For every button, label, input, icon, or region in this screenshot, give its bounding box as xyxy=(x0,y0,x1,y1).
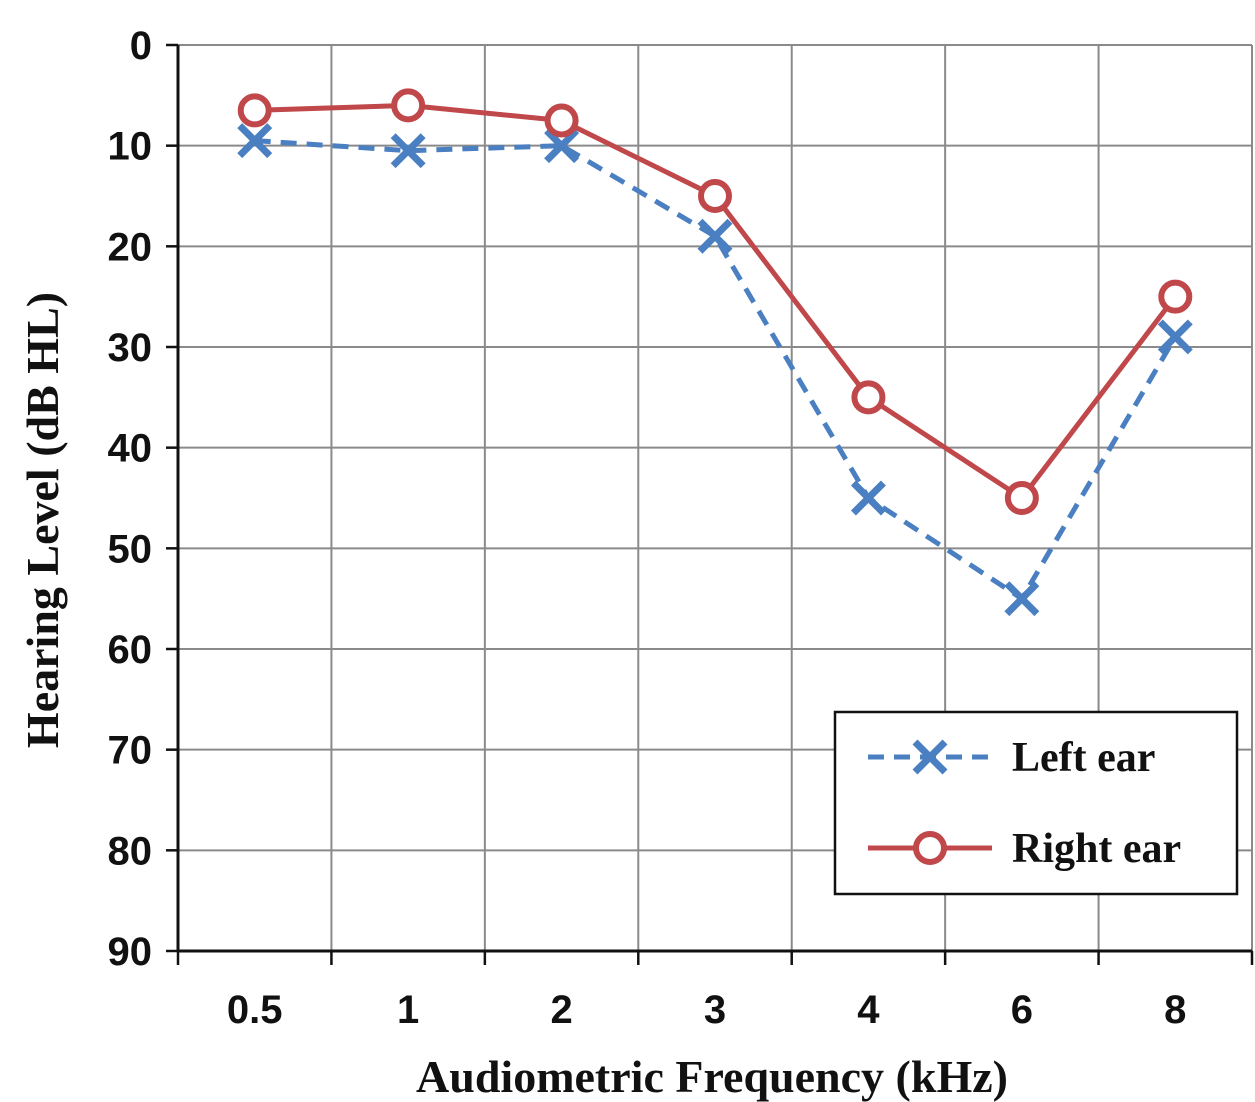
data-point xyxy=(548,107,576,135)
y-tick-label: 40 xyxy=(108,427,153,471)
circle-marker-icon xyxy=(916,834,944,862)
x-tick-label: 1 xyxy=(397,988,419,1032)
series xyxy=(240,91,1191,613)
x-tick-label: 2 xyxy=(550,988,572,1032)
data-point xyxy=(1008,484,1036,512)
y-axis-title: Hearing Level (dB HL) xyxy=(17,292,68,748)
legend-label: Left ear xyxy=(1012,735,1155,781)
y-tick-label: 50 xyxy=(108,527,153,571)
y-tick-label: 20 xyxy=(108,225,153,269)
series-right-ear xyxy=(241,91,1190,512)
y-tick-label: 90 xyxy=(108,930,153,974)
data-point xyxy=(853,483,883,513)
y-tick-label: 10 xyxy=(108,125,153,169)
data-point xyxy=(854,383,882,411)
y-tick-label: 70 xyxy=(108,729,153,773)
x-tick-label: 8 xyxy=(1164,988,1186,1032)
data-point xyxy=(1007,584,1037,614)
data-point xyxy=(1161,283,1189,311)
legend-label: Right ear xyxy=(1012,826,1181,872)
data-point xyxy=(701,182,729,210)
y-tick-labels: 0 10 20 30 40 50 60 70 80 90 xyxy=(108,24,153,974)
x-tick-label: 4 xyxy=(857,988,880,1032)
legend: Left ear Right ear xyxy=(835,712,1237,894)
x-tick-label: 6 xyxy=(1011,988,1033,1032)
x-tick-label: 0.5 xyxy=(227,988,283,1032)
data-point xyxy=(241,96,269,124)
y-tick-label: 0 xyxy=(130,24,152,68)
x-tick-labels: 0.5 1 2 3 4 6 8 xyxy=(227,988,1187,1032)
y-tick-label: 30 xyxy=(108,326,153,370)
y-tick-label: 60 xyxy=(108,628,153,672)
x-tick-label: 3 xyxy=(704,988,726,1032)
x-axis-title: Audiometric Frequency (kHz) xyxy=(416,1051,1008,1102)
data-point xyxy=(394,91,422,119)
y-tick-label: 80 xyxy=(108,829,153,873)
